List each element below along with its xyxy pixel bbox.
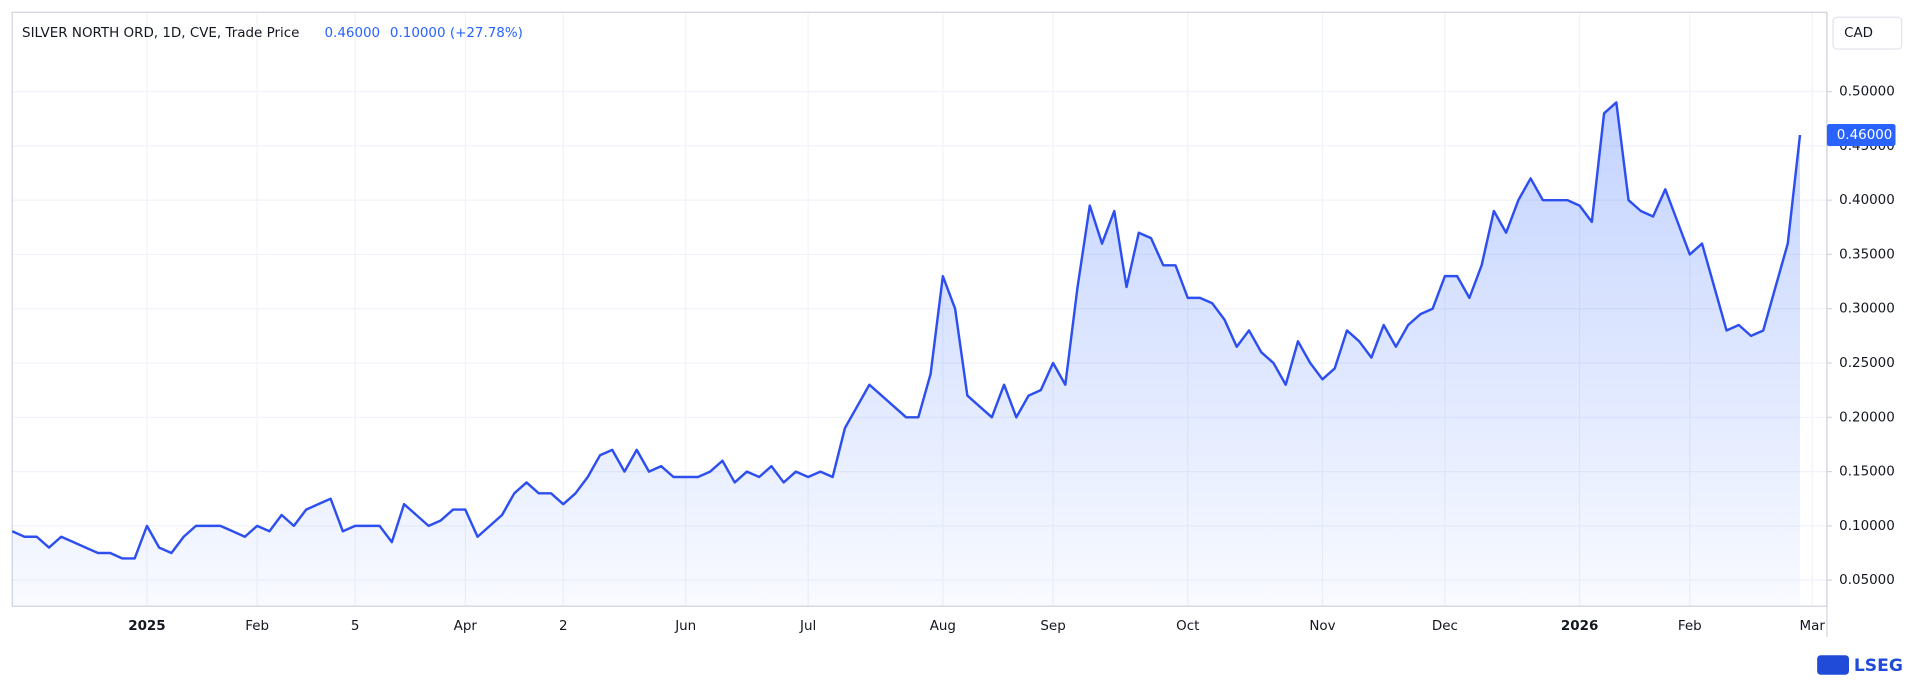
logo: LSEG bbox=[1854, 656, 1903, 676]
y-tick-label: 0.20000 bbox=[1839, 410, 1895, 425]
x-tick-label: 2 bbox=[559, 619, 568, 634]
x-tick-label: 2025 bbox=[128, 619, 165, 634]
header-change: 0.10000 (+27.78%) bbox=[390, 26, 523, 41]
x-tick-label: 5 bbox=[351, 619, 360, 634]
y-tick-label: 0.10000 bbox=[1839, 519, 1895, 534]
price-tag bbox=[1826, 124, 1896, 147]
x-tick-label: Dec bbox=[1432, 619, 1458, 634]
y-tick-label: 0.30000 bbox=[1839, 302, 1895, 317]
price-line bbox=[11, 101, 1802, 560]
x-tick-label: Nov bbox=[1309, 619, 1335, 634]
header-price: 0.46000 bbox=[324, 26, 380, 41]
y-tick-label: 0.25000 bbox=[1839, 356, 1895, 371]
area-fill bbox=[12, 102, 1801, 607]
x-tick-label: Aug bbox=[930, 619, 956, 634]
x-tick-label: Sep bbox=[1040, 619, 1065, 634]
currency-box bbox=[1832, 16, 1903, 50]
x-tick-label: Apr bbox=[454, 619, 478, 634]
x-tick-label: 2026 bbox=[1561, 619, 1598, 634]
chart-title: SILVER NORTH ORD, 1D, CVE, Trade Price bbox=[22, 26, 299, 41]
y-tick-label: 0.50000 bbox=[1839, 85, 1895, 100]
y-tick-label: 0.40000 bbox=[1839, 193, 1895, 208]
x-tick-label: Feb bbox=[1678, 619, 1702, 634]
x-tick-label: Jul bbox=[799, 619, 816, 634]
y-tick-label: 0.05000 bbox=[1839, 573, 1895, 588]
y-tick-label: 0.15000 bbox=[1839, 465, 1895, 480]
y-tick-label: 0.35000 bbox=[1839, 247, 1895, 262]
logo-icon bbox=[1817, 655, 1849, 675]
x-tick-label: Mar bbox=[1800, 619, 1826, 634]
x-tick-label: Oct bbox=[1176, 619, 1199, 634]
x-tick-label: Jun bbox=[674, 619, 696, 634]
price-tag-label: 0.46000 bbox=[1837, 128, 1893, 143]
currency: CAD bbox=[1844, 26, 1873, 41]
x-tick-label: Feb bbox=[245, 619, 269, 634]
